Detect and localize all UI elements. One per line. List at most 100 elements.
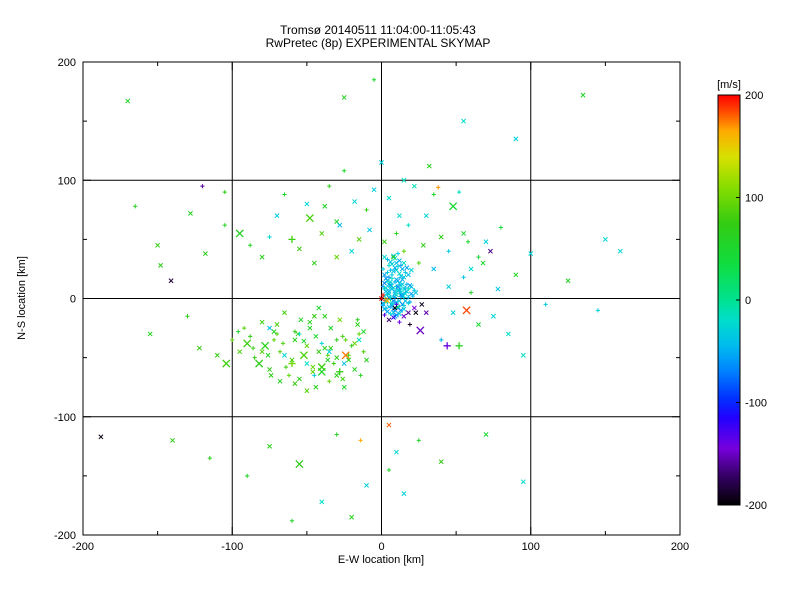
colorbar-tick-label: -100: [745, 398, 767, 410]
scatter-point: [242, 325, 247, 331]
scatter-point: [402, 291, 408, 297]
scatter-point: [416, 326, 425, 335]
scatter-point: [385, 309, 390, 314]
scatter-point: [416, 438, 421, 443]
scatter-point: [267, 366, 273, 372]
scatter-point: [185, 314, 190, 319]
scatter-point: [125, 98, 131, 104]
scatter-point: [405, 272, 411, 278]
scatter-point: [346, 353, 351, 358]
scatter-point: [386, 195, 392, 201]
scatter-point: [426, 163, 432, 169]
scatter-point: [188, 210, 193, 216]
scatter-point: [259, 254, 265, 260]
scatter-point: [405, 310, 411, 316]
y-tick-label: 100: [58, 175, 76, 187]
chart-subtitle: RwPretec (8p) EXPERIMENTAL SKYMAP: [266, 36, 491, 50]
scatter-point: [356, 337, 362, 343]
scatter-point: [261, 341, 270, 350]
colorbar-tick-label: 200: [745, 90, 763, 102]
scatter-point: [268, 372, 274, 378]
scatter-point: [396, 311, 402, 317]
y-tick-label: -200: [54, 530, 76, 542]
scatter-point: [388, 259, 393, 265]
scatter-point: [390, 268, 396, 274]
colorbar: [m/s] 200 100 0 -100 -200: [717, 79, 767, 512]
scatter-point: [396, 287, 402, 293]
scatter-point: [416, 260, 421, 266]
scatter-point: [490, 313, 496, 319]
x-axis-label: E-W location [km]: [338, 554, 424, 566]
scatter-point: [393, 449, 399, 455]
scatter-point: [498, 225, 503, 230]
scatter-point: [292, 337, 298, 343]
x-tick-label: 100: [522, 541, 540, 553]
scatter-point: [404, 265, 410, 271]
scatter-point: [379, 160, 384, 165]
scatter-point: [390, 254, 396, 260]
scatter-point: [356, 236, 362, 242]
scatter-point: [207, 456, 212, 461]
scatter-point: [520, 352, 526, 358]
scatter-point: [341, 351, 350, 360]
scatter-point: [243, 339, 252, 348]
scatter-point: [389, 261, 395, 267]
scatter-point: [304, 343, 310, 349]
scatter-point: [255, 359, 264, 368]
scatter-point: [480, 260, 486, 266]
scatter-point: [410, 294, 415, 299]
scatter-point: [248, 243, 253, 248]
scatter-point: [411, 305, 417, 311]
scatter-point: [274, 213, 280, 219]
scatter-point: [386, 422, 392, 428]
scatter-point: [438, 234, 444, 240]
scatter-point: [364, 207, 369, 212]
axis-tick-labels: -200 -100 0 100 200 -200 -100 0 100 200: [54, 57, 689, 553]
scatter-point: [396, 271, 402, 277]
x-tick-label: -200: [72, 541, 94, 553]
scatter-point: [406, 286, 411, 292]
scatter-point: [401, 260, 407, 266]
scatter-point: [316, 349, 322, 355]
scatter-point: [313, 384, 319, 390]
scatter-point: [222, 223, 227, 228]
scatter-point: [236, 329, 241, 334]
scatter-point: [319, 499, 325, 505]
scatter-point: [399, 292, 405, 298]
scatter-point: [401, 313, 407, 319]
colorbar-tick-label: 100: [745, 193, 763, 205]
scatter-point: [327, 379, 332, 384]
scatter-point: [342, 168, 347, 173]
scatter-point: [313, 333, 319, 339]
scatter-point: [580, 92, 586, 98]
scatter-point: [446, 284, 452, 290]
colorbar-tick-label: -200: [745, 500, 767, 512]
scatter-point: [401, 303, 406, 308]
scatter-point: [617, 248, 623, 254]
scatter-point: [386, 467, 392, 473]
scatter-point: [385, 257, 390, 262]
scatter-point: [326, 349, 332, 355]
scatter-points: [98, 77, 623, 523]
scatter-point: [322, 313, 328, 319]
scatter-point: [389, 282, 395, 287]
scatter-point: [379, 296, 384, 301]
scatter-point: [214, 352, 220, 358]
scatter-point: [411, 183, 417, 189]
scatter-point: [385, 270, 390, 275]
scatter-point: [446, 249, 451, 254]
plot-area-border: [82, 61, 681, 536]
scatter-point: [334, 355, 340, 361]
scatter-point: [396, 258, 402, 264]
scatter-point: [413, 290, 419, 296]
scatter-point: [325, 357, 331, 363]
scatter-point: [336, 368, 344, 376]
scatter-point: [399, 277, 405, 283]
x-tick-label: 200: [671, 541, 689, 553]
scatter-point: [271, 337, 277, 342]
scatter-point: [461, 275, 466, 280]
scatter-point: [292, 329, 298, 334]
scatter-point: [371, 187, 377, 193]
scatter-point: [319, 231, 325, 236]
scatter-point: [341, 361, 347, 366]
